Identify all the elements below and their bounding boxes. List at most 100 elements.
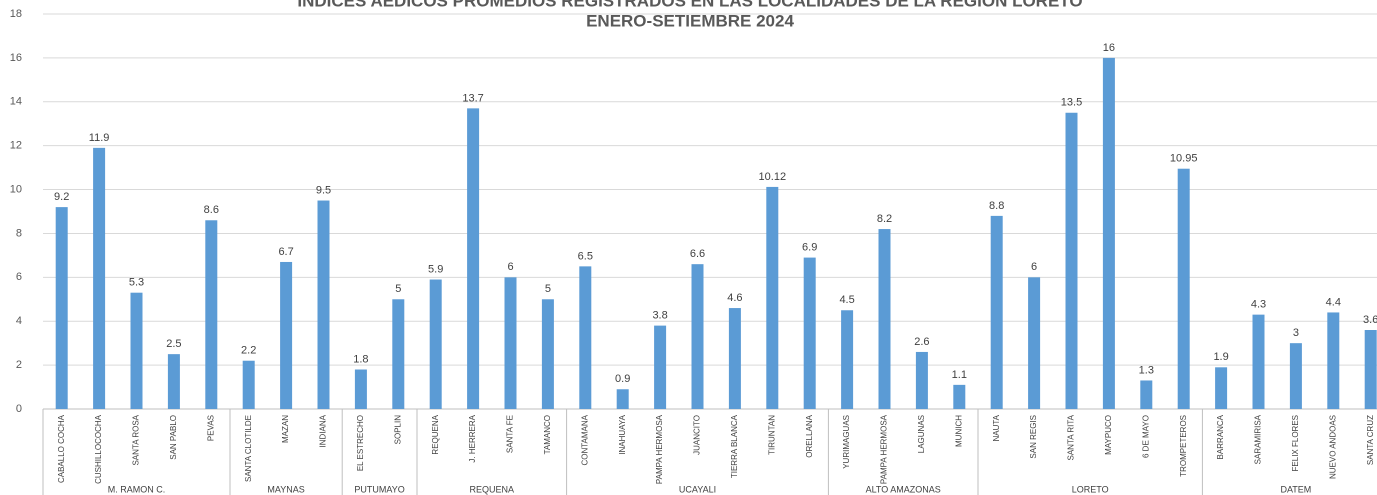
bar [1252, 314, 1265, 409]
bar [1028, 277, 1041, 409]
value-label: 3.8 [652, 310, 667, 322]
x-tick-label: SOPLIN [393, 415, 402, 445]
x-tick-label: PAMPA HERMOSA [655, 414, 664, 484]
bar [1289, 343, 1302, 409]
bar [766, 186, 779, 409]
bar [354, 369, 367, 409]
y-tick-label: 6 [16, 271, 22, 283]
x-tick-label: SAN REGIS [1029, 415, 1038, 459]
value-label: 5.3 [129, 277, 144, 289]
bar [55, 207, 68, 409]
x-tick-label: TROMPETEROS [1179, 415, 1188, 477]
value-label: 4.6 [727, 292, 742, 304]
x-tick-label: SANTA FE [506, 415, 515, 453]
bar [1065, 112, 1078, 409]
value-label: 8.6 [204, 204, 219, 216]
y-tick-label: 0 [16, 403, 22, 415]
group-label: REQUENA [470, 484, 515, 494]
bar [915, 351, 928, 409]
bar [1364, 330, 1377, 409]
group-label: M. RAMON C. [108, 484, 166, 494]
x-tick-label: MAZAN [281, 415, 290, 443]
bar [616, 389, 629, 409]
x-tick-label: TIRUNTAN [767, 415, 776, 455]
value-label: 6.7 [278, 246, 293, 258]
value-label: 2.5 [166, 338, 181, 350]
value-label: 4.3 [1251, 299, 1266, 311]
y-tick-label: 2 [16, 359, 22, 371]
y-tick-label: 16 [10, 52, 22, 64]
x-tick-label: TAMANCO [543, 415, 552, 454]
value-label: 8.8 [989, 200, 1004, 212]
value-label: 16 [1103, 42, 1115, 54]
value-label: 10.95 [1170, 153, 1198, 165]
x-tick-label: SANTA RITA [1067, 414, 1076, 460]
bar [130, 292, 143, 409]
value-label: 6.5 [578, 250, 593, 262]
y-tick-label: 8 [16, 227, 22, 239]
value-label: 6 [1031, 261, 1037, 273]
x-tick-label: NAUTA [992, 414, 1001, 441]
bar [728, 308, 741, 409]
y-tick-label: 4 [16, 315, 22, 327]
x-tick-label: PEVAS [206, 415, 215, 441]
bar [654, 325, 667, 409]
bar [990, 215, 1003, 409]
value-label: 1.8 [353, 353, 368, 365]
bar [1327, 312, 1340, 409]
bar [841, 310, 854, 409]
y-tick-label: 18 [10, 8, 22, 20]
x-tick-label: INDIANA [319, 414, 328, 447]
bar [579, 266, 592, 409]
group-label: LORETO [1072, 484, 1109, 494]
x-tick-label: LAGUNAS [917, 415, 926, 453]
x-tick-label: PAMPA HERMOSA [880, 414, 889, 484]
value-label: 8.2 [877, 213, 892, 225]
x-tick-label: CUSHILLOCOCHA [94, 414, 103, 484]
x-tick-label: INAHUAYA [618, 414, 627, 454]
bar [167, 354, 180, 409]
value-label: 2.6 [914, 336, 929, 348]
bar [541, 299, 554, 409]
value-label: 1.1 [952, 369, 967, 381]
value-label: 4.4 [1326, 296, 1341, 308]
bar [205, 220, 218, 409]
chart-title: ÍNDICES AÉDICOS PROMEDIOS REGISTRADOS EN… [297, 0, 1082, 10]
group-label: ALTO AMAZONAS [866, 484, 941, 494]
bar [317, 200, 330, 409]
value-label: 10.12 [759, 171, 787, 183]
value-label: 6.9 [802, 241, 817, 253]
y-tick-label: 10 [10, 183, 22, 195]
value-label: 3.6 [1363, 314, 1377, 326]
chart-subtitle: ENERO-SETIEMBRE 2024 [586, 11, 794, 30]
bar [93, 147, 106, 409]
value-label: 13.5 [1061, 97, 1082, 109]
x-tick-label: CABALLO COCHA [57, 414, 66, 483]
x-tick-label: CONTAMANA [580, 414, 589, 465]
value-label: 0.9 [615, 373, 630, 385]
value-label: 2.2 [241, 345, 256, 357]
bar [429, 279, 442, 409]
group-label: MAYNAS [267, 484, 304, 494]
value-label: 6.6 [690, 248, 705, 260]
value-label: 6 [507, 261, 513, 273]
value-label: 1.3 [1139, 364, 1154, 376]
x-tick-label: SANTA CRUZ [1366, 415, 1375, 465]
value-label: 5 [545, 283, 551, 295]
x-tick-label: SANTA CLOTILDE [244, 415, 253, 482]
x-tick-label: SAN PABLO [169, 415, 178, 460]
x-tick-label: JUANCITO [693, 415, 702, 455]
x-tick-label: SARAMIRISA [1254, 414, 1263, 464]
bar [242, 360, 255, 409]
x-tick-label: REQUENA [431, 414, 440, 454]
value-label: 5 [395, 283, 401, 295]
bar [1177, 168, 1190, 409]
y-tick-label: 12 [10, 140, 22, 152]
value-label: 4.5 [839, 294, 854, 306]
bar [1140, 380, 1153, 409]
bar [878, 229, 891, 409]
bar [280, 261, 293, 409]
value-label: 5.9 [428, 263, 443, 275]
x-tick-label: SANTA ROSA [132, 414, 141, 465]
